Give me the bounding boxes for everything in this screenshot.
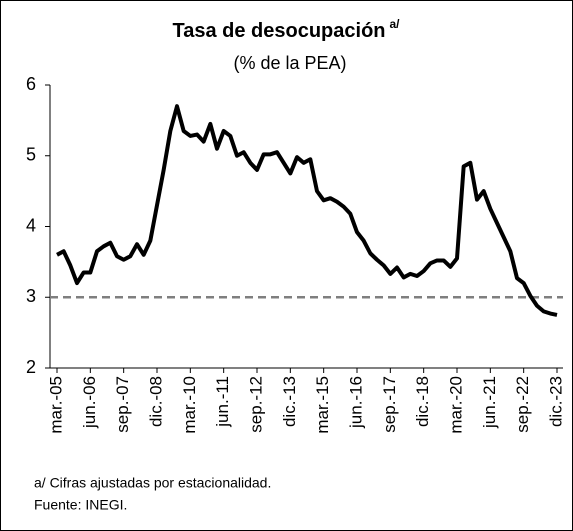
x-tick-label: sep.-17 (380, 376, 399, 433)
line-series (56, 104, 558, 317)
x-tick-label: sep.-22 (513, 376, 532, 433)
x-tick-label: sep.-07 (113, 376, 132, 433)
x-tick-label: dic.-23 (546, 376, 565, 427)
x-tick-label: dic.-18 (413, 376, 432, 427)
x-tick-label: jun.-16 (346, 376, 365, 429)
x-tick-label: dic.-13 (280, 376, 299, 427)
title-main: Tasa de desocupación (172, 20, 385, 42)
x-tick-label: dic.-08 (146, 376, 165, 427)
x-tick-label: jun.-11 (213, 376, 232, 428)
y-tick-label: 3 (26, 286, 36, 306)
x-tick-label: mar.-10 (180, 376, 199, 434)
chart-subtitle: (% de la PEA) (233, 53, 346, 73)
y-tick-label: 4 (26, 215, 36, 235)
chart-title: Tasa de desocupación a/ (172, 17, 400, 42)
footnote: a/ Cifras ajustadas por estacionalidad. (34, 475, 271, 491)
x-tick-label: mar.-20 (446, 376, 465, 434)
x-tick-label: jun.-06 (80, 376, 99, 429)
title-superscript: a/ (390, 17, 401, 31)
x-tick-label: sep.-12 (246, 376, 265, 433)
y-tick-label: 6 (26, 74, 36, 94)
y-tick-label: 5 (26, 145, 36, 165)
footnote: Fuente: INEGI. (34, 497, 127, 513)
y-tick-label: 2 (26, 357, 36, 377)
x-tick-label: jun.-21 (480, 376, 499, 429)
x-tick-label: mar.-05 (46, 376, 65, 434)
x-tick-label: mar.-15 (313, 376, 332, 434)
